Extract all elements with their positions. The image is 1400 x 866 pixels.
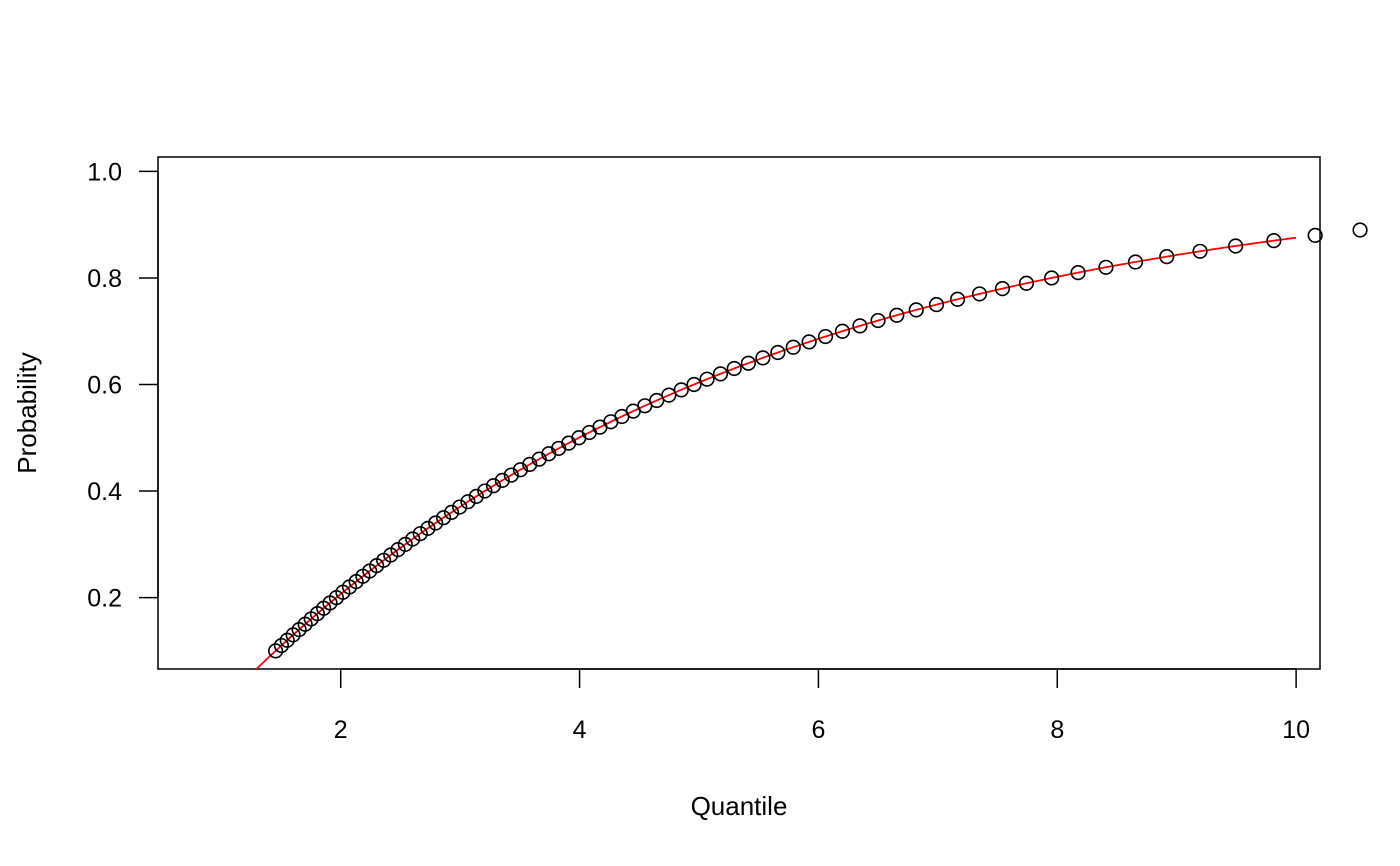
y-tick-label: 0.4: [87, 478, 122, 506]
data-point: [834, 323, 851, 339]
data-point: [817, 328, 834, 345]
y-tick-label: 0.2: [87, 585, 122, 613]
data-point: [460, 494, 476, 510]
data-point: [1192, 243, 1208, 259]
data-point: [870, 312, 886, 329]
x-tick-label: 10: [1282, 716, 1310, 744]
data-point: [699, 371, 715, 387]
y-tick-label: 0.6: [87, 371, 122, 399]
x-axis-label: Quantile: [691, 791, 788, 821]
x-tick-label: 4: [573, 716, 587, 744]
x-tick-label: 2: [334, 716, 348, 744]
data-point: [673, 382, 689, 398]
data-point: [770, 344, 786, 361]
data-point: [273, 637, 290, 654]
data-point: [712, 366, 729, 382]
data-point: [726, 360, 742, 377]
data-point: [1352, 222, 1368, 238]
data-point: [1098, 259, 1114, 275]
data-point: [268, 643, 284, 659]
data-point: [1307, 227, 1323, 243]
reference-curve: [255, 236, 1297, 669]
x-axis: 2 4 6 8 10: [334, 668, 1310, 744]
data-point: [477, 483, 493, 499]
y-axis: 0.2 0.4 0.6 0.8 1.0: [87, 158, 159, 613]
data-point: [412, 526, 428, 542]
data-point: [949, 291, 966, 307]
data-point: [1228, 238, 1244, 254]
y-tick-label: 0.8: [87, 265, 122, 293]
data-point: [1159, 249, 1175, 265]
data-point: [785, 339, 801, 355]
data-point: [503, 467, 519, 483]
data-point: [494, 472, 510, 489]
data-point: [889, 307, 905, 323]
data-point: [852, 318, 868, 334]
data-point: [1266, 233, 1282, 249]
fitted-curve-layer: [255, 236, 1297, 669]
data-points-layer: [268, 222, 1368, 659]
data-point: [443, 504, 460, 520]
data-point: [405, 531, 421, 547]
data-point: [435, 510, 452, 526]
data-point: [512, 462, 529, 478]
data-point: [1127, 254, 1144, 270]
y-axis-label: Probability: [12, 352, 42, 473]
data-point: [740, 355, 756, 371]
x-tick-label: 8: [1050, 716, 1064, 744]
data-point: [928, 296, 945, 313]
data-point: [971, 286, 988, 302]
data-point: [428, 515, 444, 531]
x-tick-label: 6: [811, 716, 825, 744]
data-point: [1044, 270, 1060, 286]
data-point: [452, 499, 468, 515]
data-point: [468, 488, 484, 504]
y-tick-label: 1.0: [87, 158, 122, 186]
data-point: [661, 387, 677, 403]
data-point: [686, 376, 702, 393]
data-point: [755, 350, 771, 366]
data-point: [522, 456, 538, 473]
data-point: [801, 334, 817, 350]
data-point: [420, 520, 436, 536]
data-point: [1018, 275, 1035, 291]
data-point: [485, 478, 502, 494]
data-point: [1070, 265, 1086, 281]
data-point: [994, 281, 1011, 297]
data-point: [908, 302, 924, 318]
